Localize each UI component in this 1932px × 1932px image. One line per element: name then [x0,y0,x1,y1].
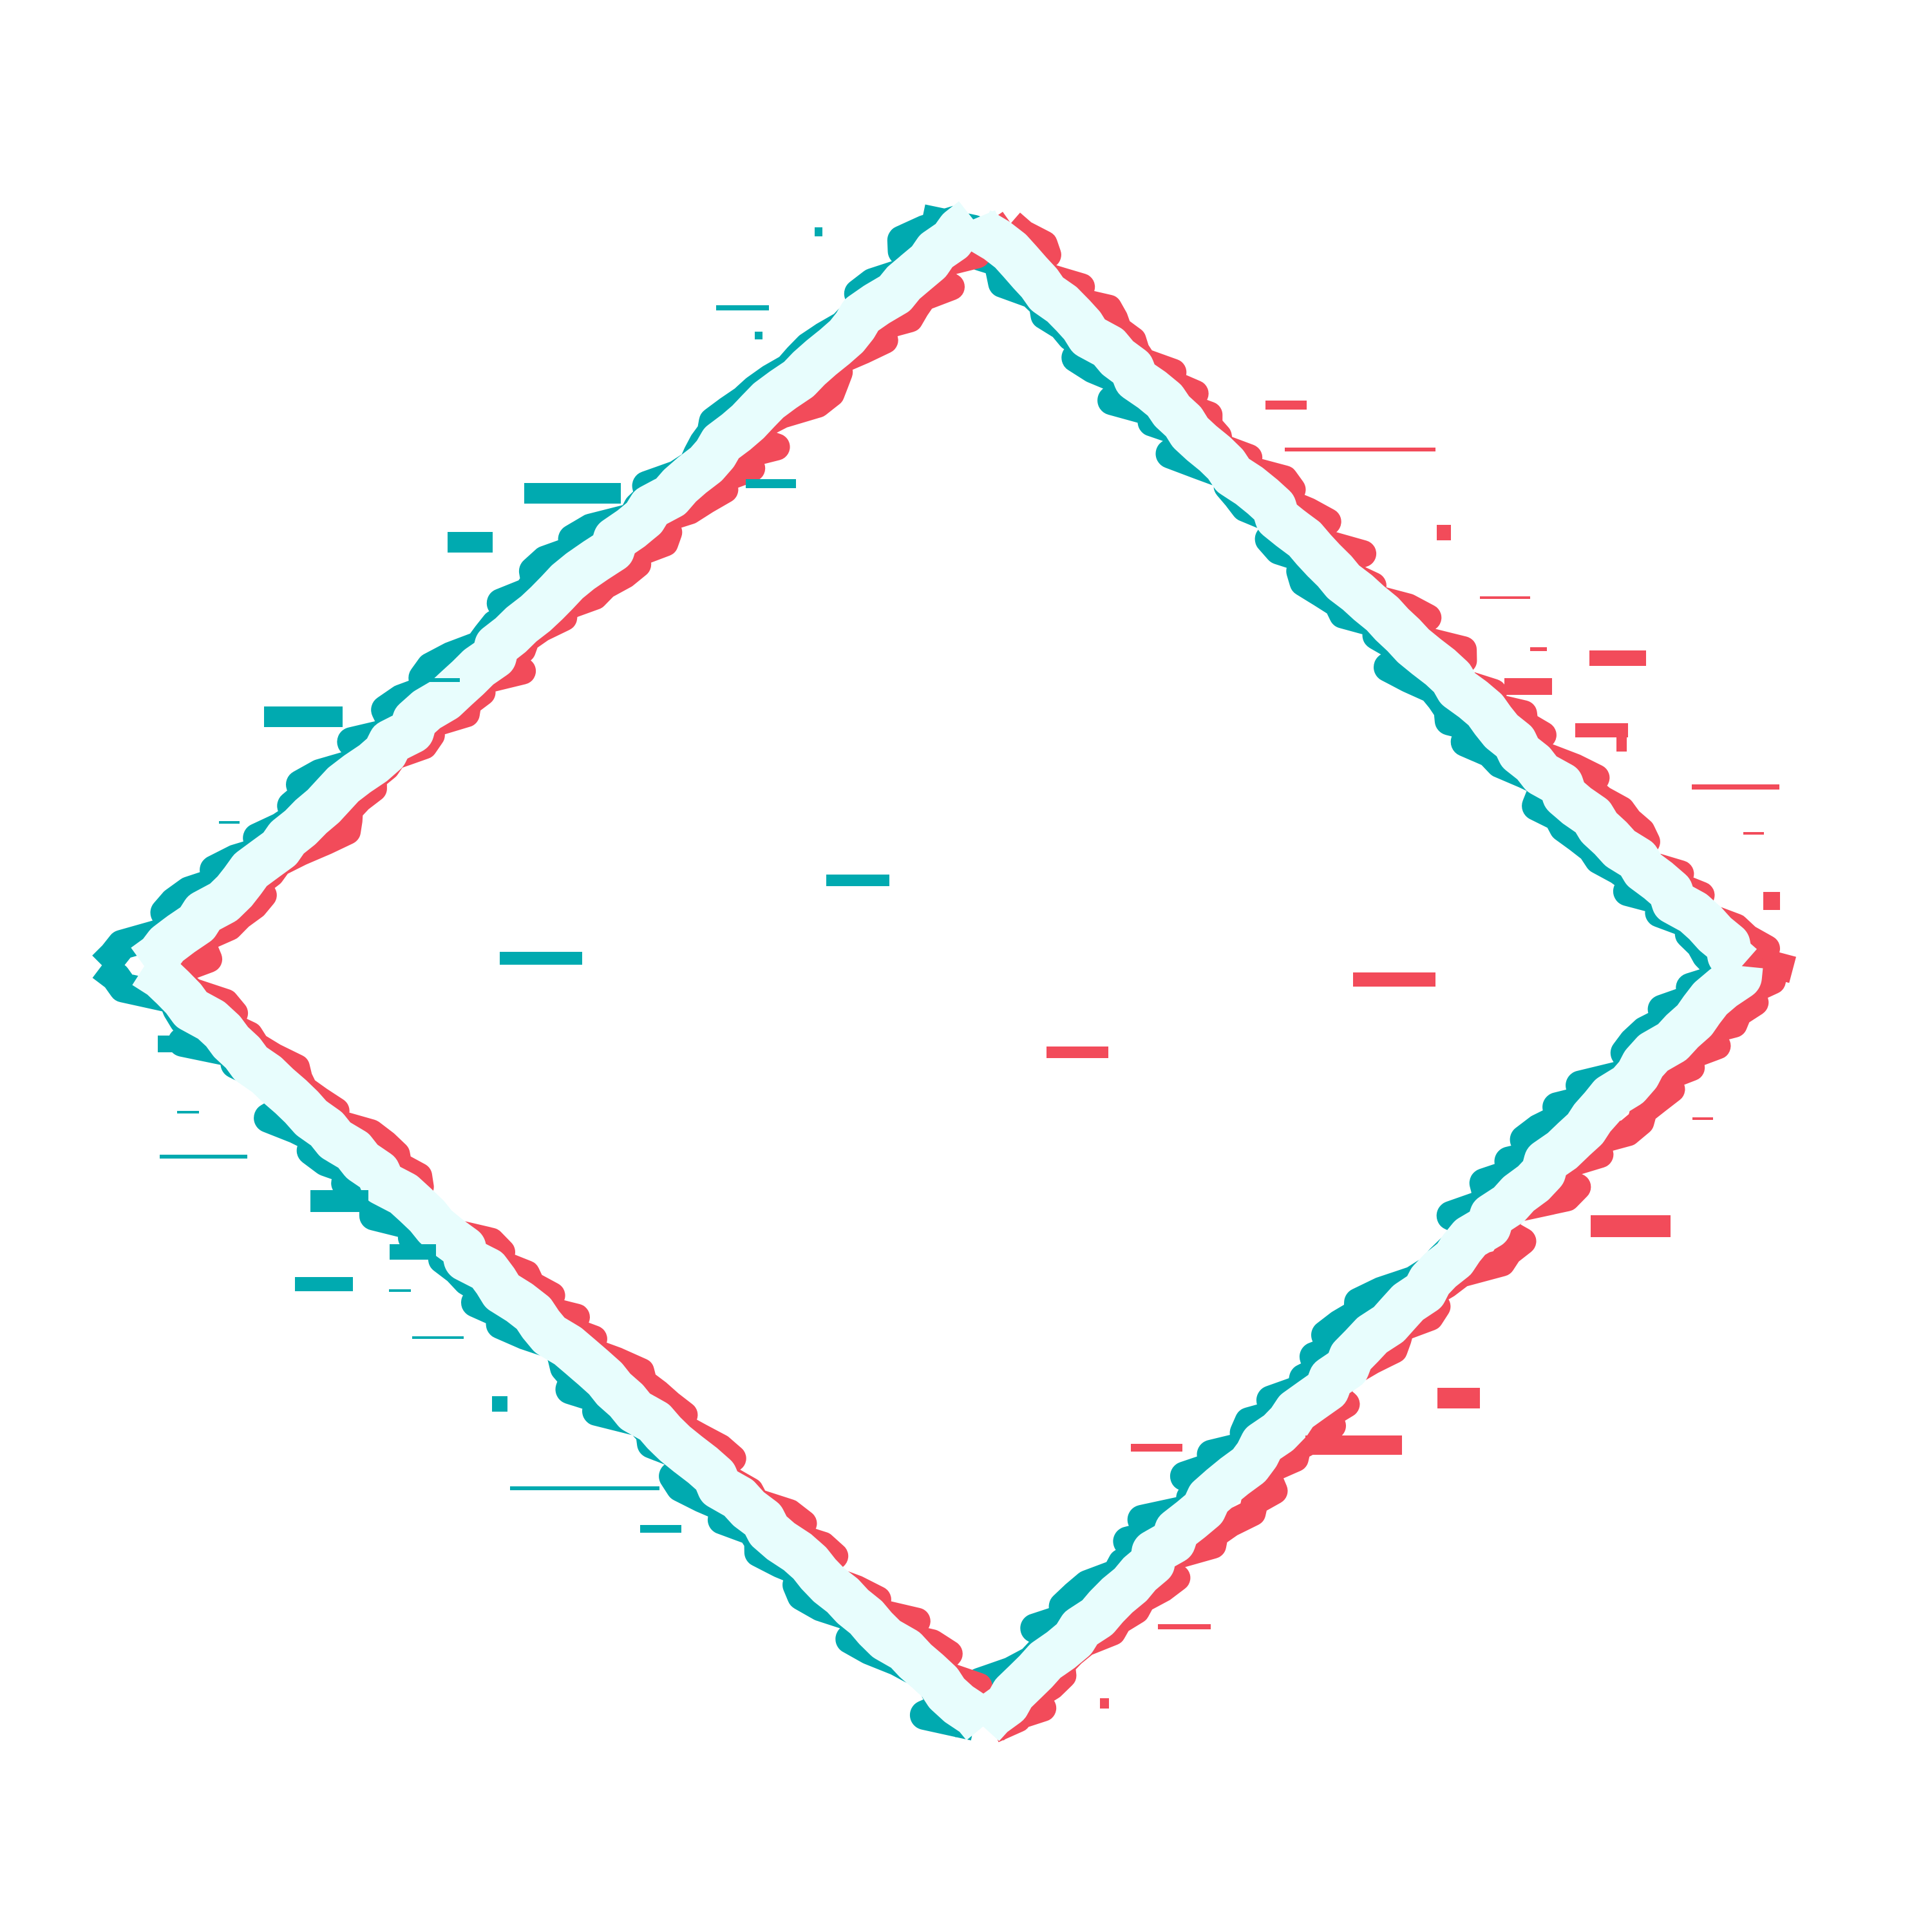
core-outline-side-4 [131,201,987,985]
glitch-bar-teal-4 [524,483,621,504]
glitch-bar-red-38 [1591,1215,1671,1237]
core-outline-side-3 [132,947,1001,1741]
glitch-bar-teal-7 [264,706,343,727]
glitch-bar-teal-3 [755,332,762,339]
glitch-bar-teal-1 [815,227,822,236]
glitch-bar-red-34 [1763,892,1780,910]
core-outline-side-2 [965,954,1763,1741]
red-outline-side-4 [175,211,1019,983]
glitch-bars [158,227,1780,1709]
glitch-bar-teal-9 [219,821,240,824]
glitch-bar-teal-18 [389,1289,411,1292]
glitch-bar-teal-16 [390,1244,436,1260]
glitch-bar-teal-10 [826,875,889,886]
glitch-bar-teal-8 [428,678,460,682]
glitch-bar-red-37 [1692,1117,1713,1120]
glitch-bar-red-31 [1616,737,1627,752]
glitch-bar-red-29 [1504,678,1552,695]
teal-offset-outline [92,204,1740,1741]
glitch-bar-teal-5 [448,532,493,553]
glitch-bar-teal-6 [746,479,796,488]
glitch-bar-teal-21 [510,1486,659,1490]
glitch-bar-red-35 [1353,972,1435,987]
glitch-bar-red-24 [1285,448,1435,451]
glitch-bar-red-41 [1131,1444,1182,1452]
glitch-bar-red-42 [1159,1591,1168,1600]
glitch-bar-red-28 [1589,650,1646,666]
glitch-bar-red-30 [1575,723,1628,737]
light-core-outline [131,201,1763,1741]
glitch-bar-teal-12 [158,1036,175,1052]
glitch-bar-teal-14 [160,1155,247,1159]
glitch-bar-red-40 [1305,1435,1402,1455]
glitch-bar-teal-2 [716,305,769,310]
core-outline-side-1 [953,207,1757,983]
glitch-bar-red-36 [1046,1046,1108,1058]
glitch-bar-teal-17 [295,1277,353,1291]
glitch-bar-teal-13 [177,1111,199,1113]
glitch-bar-red-25 [1437,525,1451,540]
glitch-bar-teal-15 [310,1190,368,1212]
glitch-bar-red-23 [1265,401,1307,410]
glitch-bar-red-33 [1743,832,1764,835]
glitch-bar-red-32 [1692,784,1779,790]
red-outline-side-1 [1002,213,1796,983]
glitch-bar-red-43 [1158,1624,1211,1629]
glitch-bar-red-26 [1480,596,1530,599]
glitch-bar-teal-20 [492,1396,507,1412]
glitch-bar-teal-19 [412,1336,464,1339]
glitch-bar-teal-11 [500,952,582,965]
glitch-bar-red-27 [1530,647,1547,651]
glitch-bar-red-39 [1437,1388,1480,1408]
red-offset-outline [165,211,1796,1743]
glitch-bar-red-44 [1100,1698,1109,1709]
glitch-bar-teal-22 [640,1525,681,1533]
